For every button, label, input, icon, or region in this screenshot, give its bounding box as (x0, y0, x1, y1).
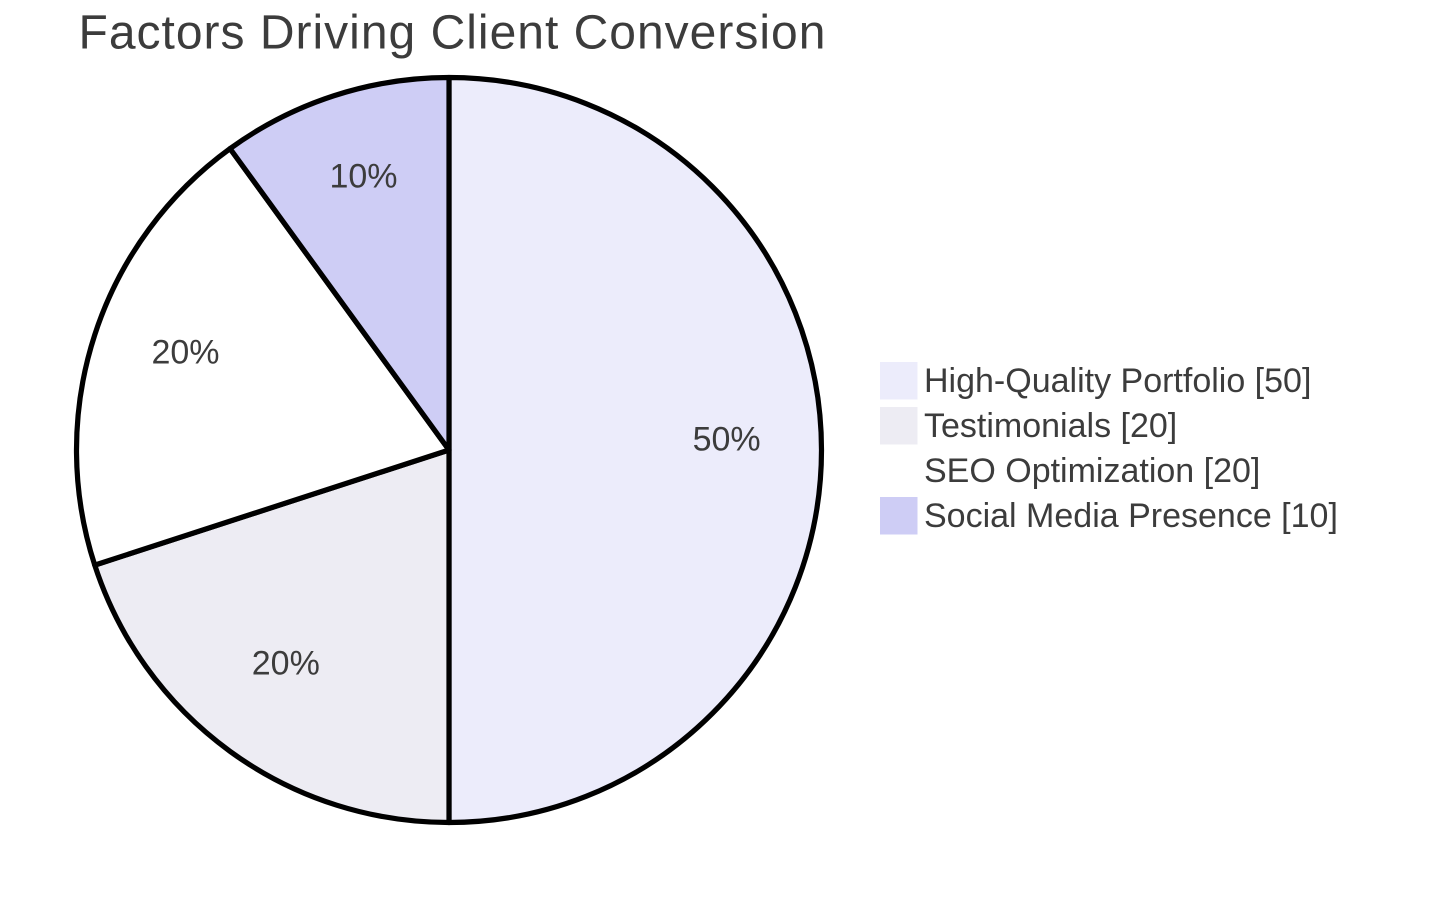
svg-text:Social Media Presence [10]: Social Media Presence [10] (924, 497, 1338, 535)
svg-text:SEO Optimization [20]: SEO Optimization [20] (924, 452, 1260, 490)
svg-text:50%: 50% (693, 421, 761, 459)
svg-text:10%: 10% (329, 157, 397, 195)
svg-text:Testimonials [20]: Testimonials [20] (924, 407, 1177, 445)
svg-text:20%: 20% (252, 645, 320, 683)
svg-text:20%: 20% (151, 334, 219, 372)
svg-text:High-Quality Portfolio [50]: High-Quality Portfolio [50] (924, 362, 1311, 400)
svg-text:Factors Driving Client Convers: Factors Driving Client Conversion (79, 7, 827, 60)
